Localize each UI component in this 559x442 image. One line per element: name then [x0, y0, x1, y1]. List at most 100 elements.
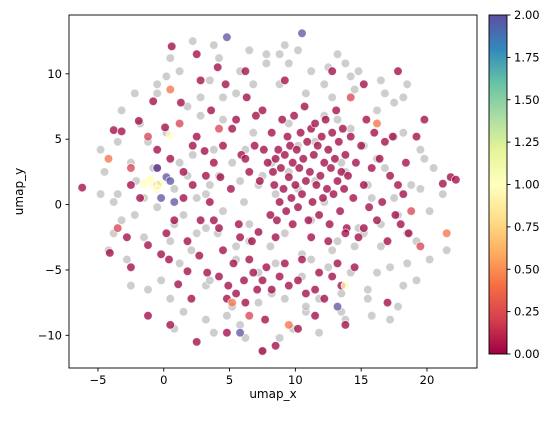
data-point: [222, 32, 232, 42]
data-point: [187, 180, 198, 190]
data-point: [130, 210, 140, 220]
data-point: [324, 219, 335, 229]
data-point: [393, 180, 403, 190]
data-point: [406, 206, 416, 216]
data-point: [222, 311, 232, 321]
data-point: [393, 301, 403, 312]
data-point: [377, 197, 387, 207]
data-point: [244, 311, 255, 321]
data-point: [310, 284, 320, 295]
x-tick-label: 5: [226, 373, 233, 387]
data-point: [269, 180, 280, 190]
data-point: [288, 157, 298, 168]
data-point: [303, 215, 314, 226]
data-point: [222, 328, 232, 338]
data-point: [301, 88, 311, 99]
data-point: [206, 105, 216, 116]
data-point: [328, 189, 339, 199]
data-point: [257, 105, 268, 116]
data-point: [301, 288, 311, 299]
data-point: [363, 284, 373, 295]
data-point: [174, 157, 185, 168]
data-point: [340, 280, 351, 291]
data-point: [315, 171, 326, 181]
data-point: [301, 176, 311, 186]
data-point: [442, 228, 452, 239]
data-point: [244, 219, 255, 229]
data-point: [372, 118, 382, 129]
data-point: [247, 236, 257, 246]
data-point: [112, 223, 123, 233]
data-point: [314, 210, 324, 220]
data-point: [280, 75, 290, 86]
data-point: [156, 275, 166, 286]
data-point: [276, 163, 286, 173]
data-point: [209, 144, 219, 155]
data-point: [169, 215, 180, 226]
data-point: [195, 110, 206, 121]
data-point: [306, 232, 316, 243]
data-point: [292, 144, 302, 155]
data-point: [99, 167, 110, 177]
data-point: [284, 172, 294, 182]
data-point: [143, 311, 153, 321]
data-point: [257, 346, 268, 356]
data-point: [212, 62, 223, 73]
data-point: [336, 288, 347, 299]
data-point: [261, 58, 272, 69]
data-point: [419, 114, 430, 125]
data-point: [77, 182, 87, 193]
data-point: [240, 154, 251, 164]
data-point: [332, 236, 343, 246]
data-point: [126, 180, 136, 190]
data-point: [186, 245, 197, 256]
data-point: [327, 92, 337, 103]
data-point: [152, 202, 162, 212]
data-point: [257, 275, 268, 286]
data-point: [332, 176, 343, 186]
data-point: [369, 127, 380, 138]
data-point: [108, 125, 119, 135]
data-point: [95, 189, 106, 199]
data-point: [112, 137, 123, 147]
data-point: [330, 154, 340, 164]
colorbar-tick-label: 1.50: [514, 93, 540, 107]
data-point: [165, 294, 176, 304]
data-point: [191, 193, 202, 203]
data-point: [406, 180, 416, 190]
data-point: [311, 180, 322, 190]
data-point: [389, 193, 399, 203]
data-point: [346, 92, 356, 103]
data-point: [306, 254, 316, 265]
data-point: [248, 267, 259, 278]
data-point: [367, 193, 377, 203]
data-point: [174, 66, 185, 76]
data-point: [165, 176, 176, 186]
data-point: [309, 150, 319, 160]
data-point: [398, 189, 409, 199]
colorbar-tick-label: 0.50: [514, 262, 540, 276]
data-point: [240, 66, 251, 76]
data-point: [202, 267, 212, 278]
data-point: [135, 193, 145, 203]
data-point: [346, 123, 356, 134]
data-point: [143, 131, 153, 142]
data-point: [280, 258, 290, 269]
data-point: [280, 40, 290, 50]
x-tick-label: −5: [89, 373, 106, 387]
data-point: [306, 66, 316, 76]
data-point: [240, 297, 251, 308]
data-point: [401, 157, 411, 168]
data-point: [319, 157, 330, 168]
data-point: [297, 254, 307, 265]
data-point: [274, 333, 285, 343]
data-point: [380, 163, 390, 173]
data-point: [349, 241, 360, 252]
data-point: [442, 245, 452, 256]
colorbar-tick-label: 1.25: [514, 135, 540, 149]
plot-frame: [68, 14, 478, 369]
data-point: [116, 105, 127, 116]
data-point: [126, 262, 136, 273]
data-point: [302, 137, 312, 147]
data-point: [182, 266, 193, 277]
